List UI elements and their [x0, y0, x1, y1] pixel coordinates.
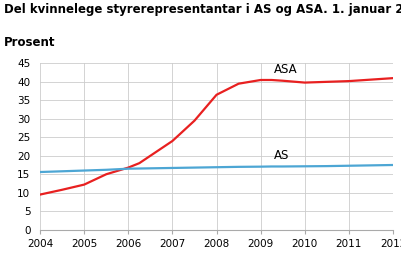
Text: AS: AS	[274, 149, 289, 162]
Text: Prosent: Prosent	[4, 36, 55, 49]
Text: Del kvinnelege styrerepresentantar i AS og ASA. 1. januar 2004-2012.: Del kvinnelege styrerepresentantar i AS …	[4, 3, 401, 16]
Text: ASA: ASA	[274, 63, 298, 76]
